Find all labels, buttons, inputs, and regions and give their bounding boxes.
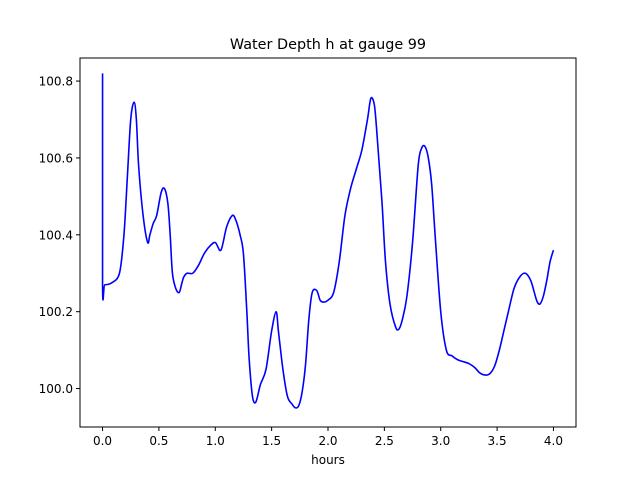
x-tick-label: 3.0 [431,434,450,448]
y-tick-label: 100.0 [39,382,73,396]
y-tick-label: 100.8 [39,75,73,89]
y-tick-label: 100.4 [39,228,73,242]
plot-area [80,58,576,427]
x-tick-label: 2.0 [318,434,337,448]
x-axis-ticks: 0.0 0.5 1.0 1.5 2.0 2.5 3.0 3.5 4.0 [93,427,563,448]
series-line-0 [101,73,555,409]
x-tick-label: 1.0 [206,434,225,448]
x-tick-label: 2.5 [375,434,394,448]
x-axis-label: hours [311,453,345,467]
x-tick-label: 3.5 [488,434,507,448]
series-layer [101,73,555,409]
x-tick-label: 0.0 [93,434,112,448]
y-axis-ticks: 100.0 100.2 100.4 100.6 100.8 [39,75,80,396]
chart-title: Water Depth h at gauge 99 [230,37,426,53]
y-tick-label: 100.6 [39,151,73,165]
x-tick-label: 0.5 [149,434,168,448]
x-tick-label: 4.0 [544,434,563,448]
x-tick-label: 1.5 [262,434,281,448]
y-tick-label: 100.2 [39,305,73,319]
